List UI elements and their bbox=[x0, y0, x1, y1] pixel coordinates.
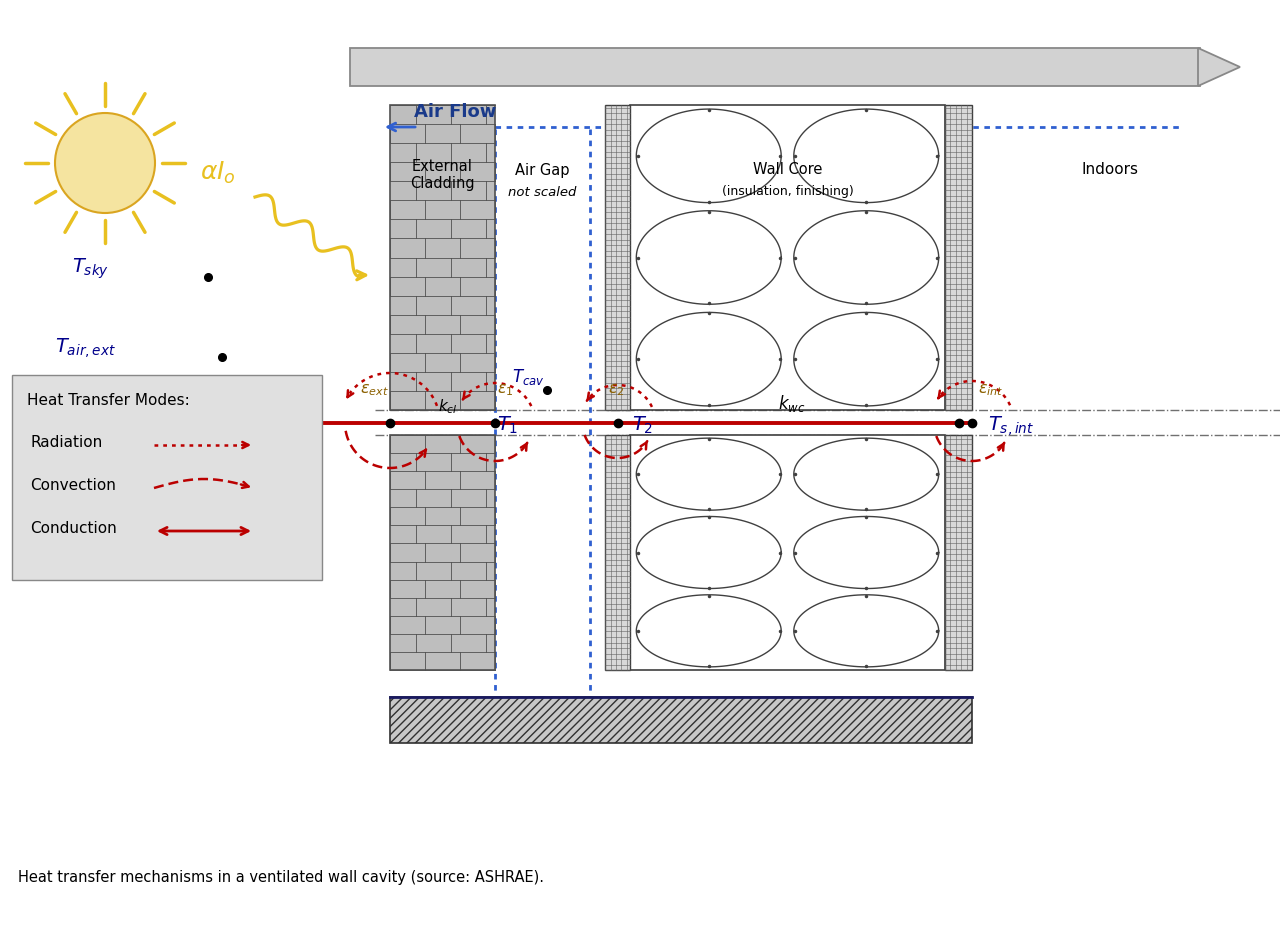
Text: Radiation: Radiation bbox=[29, 435, 102, 450]
Bar bbox=[605, 435, 630, 670]
Text: $T_{s,ext}$: $T_{s,ext}$ bbox=[228, 414, 278, 439]
Text: $T_{cav}$: $T_{cav}$ bbox=[512, 367, 545, 387]
Text: $T_{air,ext}$: $T_{air,ext}$ bbox=[55, 337, 116, 360]
Bar bbox=[630, 105, 945, 410]
Bar bbox=[945, 105, 972, 410]
Bar bbox=[945, 435, 972, 670]
Bar bbox=[349, 48, 1201, 86]
Text: $T_2$: $T_2$ bbox=[632, 415, 653, 437]
Text: Conduction: Conduction bbox=[29, 521, 116, 536]
Polygon shape bbox=[1198, 48, 1240, 86]
Text: Wall Core: Wall Core bbox=[753, 163, 822, 178]
Bar bbox=[390, 697, 972, 743]
Text: (insulation, finishing): (insulation, finishing) bbox=[722, 184, 854, 197]
Text: $\varepsilon_1$: $\varepsilon_1$ bbox=[497, 382, 513, 397]
Text: $k_{wc}$: $k_{wc}$ bbox=[777, 393, 805, 414]
Text: $T_{s,int}$: $T_{s,int}$ bbox=[988, 414, 1034, 439]
Text: Air Flow: Air Flow bbox=[413, 103, 497, 121]
Circle shape bbox=[55, 113, 155, 213]
Bar bbox=[12, 375, 323, 580]
Text: $T_1$: $T_1$ bbox=[497, 415, 518, 437]
Text: $T_{sky}$: $T_{sky}$ bbox=[72, 257, 109, 281]
Bar bbox=[390, 105, 495, 410]
Text: Convection: Convection bbox=[29, 478, 116, 493]
Text: $\varepsilon_2$: $\varepsilon_2$ bbox=[608, 382, 625, 397]
Text: Heat Transfer Modes:: Heat Transfer Modes: bbox=[27, 393, 189, 408]
Text: External
Cladding: External Cladding bbox=[410, 159, 475, 191]
Text: $\varepsilon_{int}$: $\varepsilon_{int}$ bbox=[978, 382, 1004, 397]
Text: not scaled: not scaled bbox=[508, 186, 577, 199]
Text: $\varepsilon_{ext}$: $\varepsilon_{ext}$ bbox=[360, 382, 389, 397]
Text: Air Gap: Air Gap bbox=[516, 163, 570, 178]
Bar bbox=[390, 435, 495, 670]
Text: Indoors: Indoors bbox=[1082, 163, 1138, 178]
Text: $\alpha I_o$: $\alpha I_o$ bbox=[200, 160, 236, 186]
Text: Heat transfer mechanisms in a ventilated wall cavity (source: ASHRAE).: Heat transfer mechanisms in a ventilated… bbox=[18, 870, 544, 885]
Bar bbox=[605, 105, 630, 410]
Text: $k_{cl}$: $k_{cl}$ bbox=[438, 397, 457, 416]
Bar bbox=[630, 435, 945, 670]
